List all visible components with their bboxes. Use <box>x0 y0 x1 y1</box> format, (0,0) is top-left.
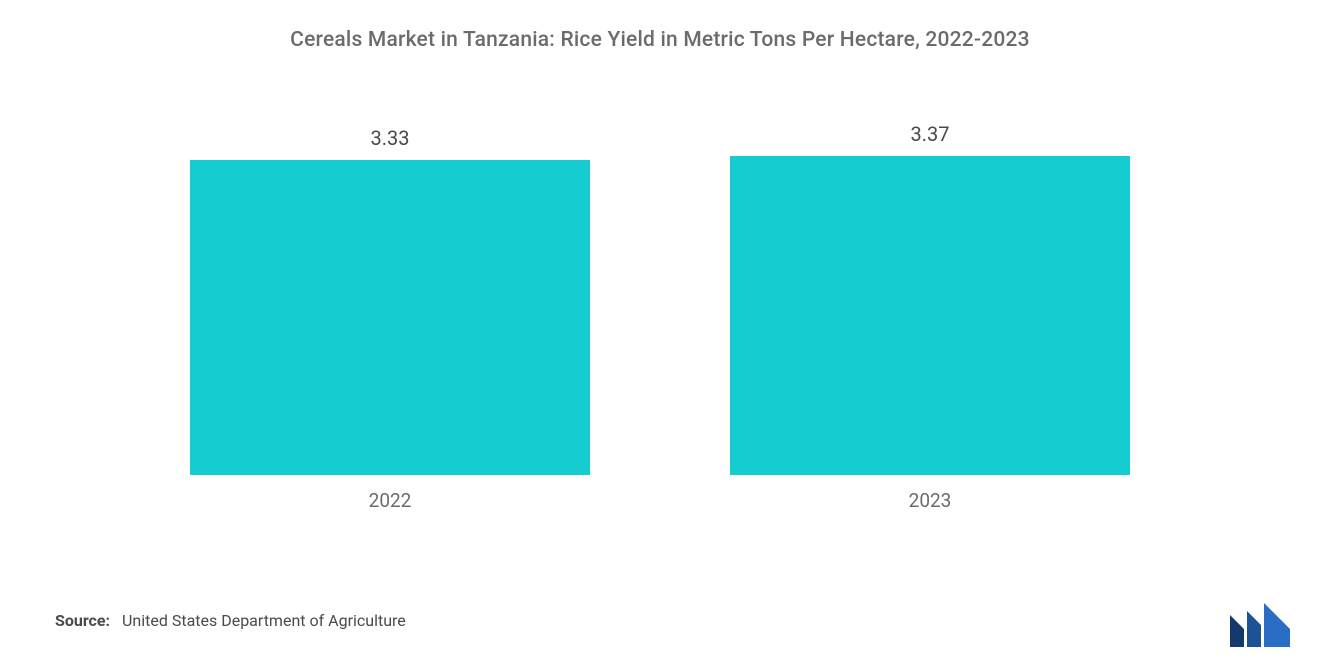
source-text: United States Department of Agriculture <box>122 611 406 630</box>
mordor-logo-icon <box>1230 603 1290 647</box>
source-label: Source: <box>55 611 110 630</box>
bar-value-2022: 3.33 <box>371 126 410 150</box>
bar-group-2022: 3.33 2022 <box>190 126 590 512</box>
logo-bar-3 <box>1264 603 1290 647</box>
bar-value-2023: 3.37 <box>911 122 950 146</box>
logo-bar-1 <box>1230 615 1244 647</box>
bars-area: 3.33 2022 3.37 2023 <box>50 122 1270 512</box>
chart-container: Cereals Market in Tanzania: Rice Yield i… <box>0 0 1320 665</box>
logo-bar-2 <box>1247 611 1261 647</box>
chart-title: Cereals Market in Tanzania: Rice Yield i… <box>50 28 1270 52</box>
bar-label-2022: 2022 <box>369 489 412 512</box>
bar-2023 <box>730 156 1130 475</box>
bar-group-2023: 3.37 2023 <box>730 122 1130 512</box>
bar-2022 <box>190 160 590 475</box>
source-line: Source: United States Department of Agri… <box>55 611 406 630</box>
bar-label-2023: 2023 <box>909 489 952 512</box>
